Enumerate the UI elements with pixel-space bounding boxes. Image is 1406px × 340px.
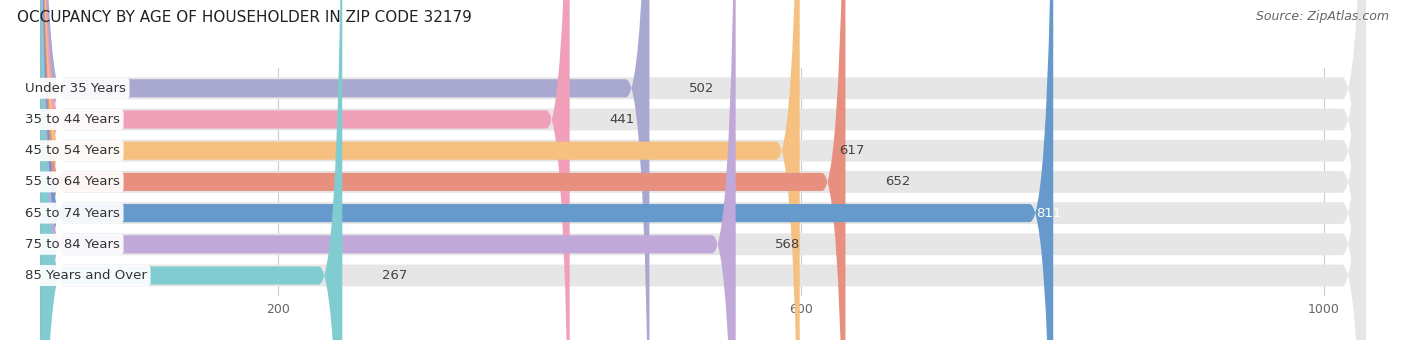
Text: 441: 441 [609, 113, 634, 126]
Text: 85 Years and Over: 85 Years and Over [25, 269, 146, 282]
FancyBboxPatch shape [41, 0, 800, 340]
FancyBboxPatch shape [41, 0, 650, 340]
Text: 75 to 84 Years: 75 to 84 Years [25, 238, 120, 251]
FancyBboxPatch shape [41, 0, 1365, 340]
Text: 35 to 44 Years: 35 to 44 Years [25, 113, 120, 126]
FancyBboxPatch shape [41, 0, 1365, 340]
Text: 45 to 54 Years: 45 to 54 Years [25, 144, 120, 157]
Text: 65 to 74 Years: 65 to 74 Years [25, 207, 120, 220]
Text: 652: 652 [884, 175, 910, 188]
Text: 55 to 64 Years: 55 to 64 Years [25, 175, 120, 188]
FancyBboxPatch shape [41, 0, 735, 340]
FancyBboxPatch shape [41, 0, 1365, 340]
Text: OCCUPANCY BY AGE OF HOUSEHOLDER IN ZIP CODE 32179: OCCUPANCY BY AGE OF HOUSEHOLDER IN ZIP C… [17, 10, 472, 25]
Text: 502: 502 [689, 82, 714, 95]
Text: Source: ZipAtlas.com: Source: ZipAtlas.com [1256, 10, 1389, 23]
FancyBboxPatch shape [41, 0, 1365, 340]
Text: 811: 811 [1036, 207, 1062, 220]
Text: 617: 617 [839, 144, 865, 157]
FancyBboxPatch shape [41, 0, 342, 340]
FancyBboxPatch shape [41, 0, 1365, 340]
FancyBboxPatch shape [41, 0, 569, 340]
Text: 568: 568 [775, 238, 800, 251]
FancyBboxPatch shape [41, 0, 1365, 340]
FancyBboxPatch shape [41, 0, 845, 340]
FancyBboxPatch shape [41, 0, 1053, 340]
Text: Under 35 Years: Under 35 Years [25, 82, 125, 95]
Text: 267: 267 [381, 269, 406, 282]
FancyBboxPatch shape [41, 0, 1365, 340]
